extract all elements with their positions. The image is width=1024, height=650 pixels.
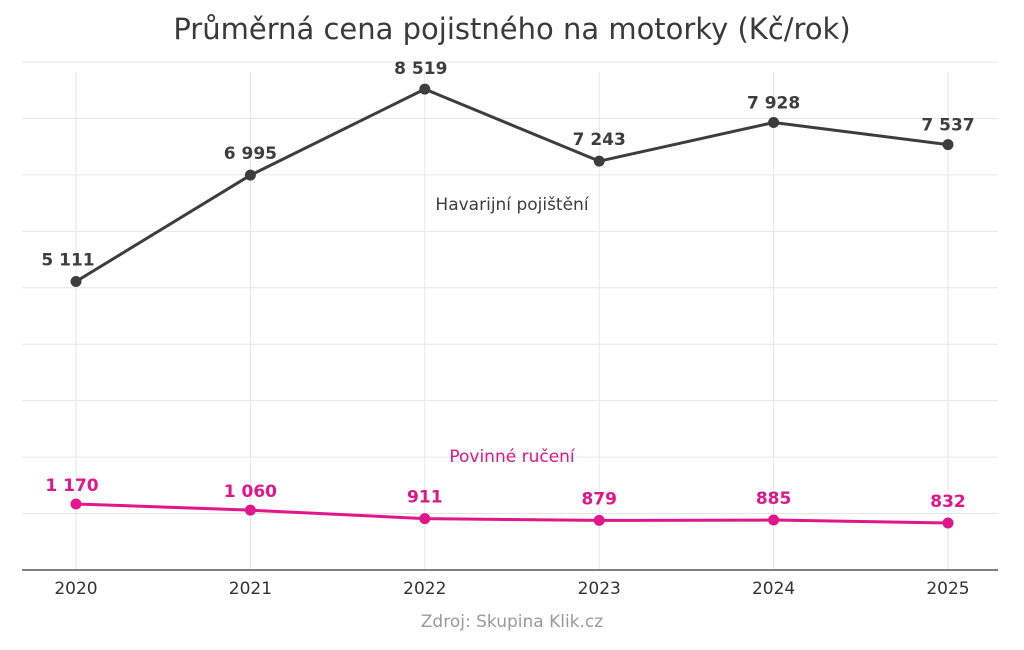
- data-label: 1 060: [224, 482, 277, 502]
- grid: [22, 61, 998, 570]
- data-point: [244, 504, 256, 516]
- data-point: [593, 514, 605, 526]
- x-tick-label: 2024: [752, 579, 795, 599]
- data-point: [419, 83, 431, 95]
- x-tick-label: 2020: [54, 579, 97, 599]
- source-note: Zdroj: Skupina Klik.cz: [420, 612, 604, 632]
- series-line: [75, 87, 949, 283]
- data-label: 5 111: [41, 251, 94, 271]
- data-point: [942, 517, 954, 529]
- data-label: 7 243: [573, 130, 626, 150]
- chart-title: Průměrná cena pojistného na motorky (Kč/…: [173, 12, 851, 46]
- data-label: 911: [407, 488, 443, 508]
- x-tick-label: 2022: [403, 579, 446, 599]
- data-label: 879: [581, 489, 617, 509]
- data-point: [244, 169, 256, 181]
- data-point: [768, 117, 780, 129]
- x-tick-label: 2021: [229, 579, 272, 599]
- data-point: [70, 498, 82, 510]
- data-label: 1 170: [45, 476, 98, 496]
- data-label: 6 995: [224, 144, 277, 164]
- series-name-label: Povinné ručení: [449, 447, 576, 467]
- data-point: [70, 276, 82, 288]
- data-label: 832: [930, 492, 966, 512]
- series-name-label: Havarijní pojištění: [435, 195, 589, 215]
- x-tick-label: 2025: [926, 579, 969, 599]
- data-label: 7 537: [921, 116, 974, 136]
- data-point: [419, 513, 431, 525]
- data-label: 8 519: [394, 59, 447, 79]
- data-label: 885: [756, 489, 792, 509]
- data-point: [593, 155, 605, 167]
- data-point: [942, 139, 954, 151]
- x-axis: 2020 2021 2022 2023 2024 2025: [22, 569, 998, 599]
- x-tick-label: 2023: [578, 579, 621, 599]
- data-labels: 5 111 6 995 8 519 7 243 7 928 7 537 Havarijní …: [41, 59, 974, 512]
- series-line: [75, 502, 949, 525]
- series-lines: [70, 83, 954, 529]
- data-label: 7 928: [747, 94, 800, 114]
- data-point: [768, 514, 780, 526]
